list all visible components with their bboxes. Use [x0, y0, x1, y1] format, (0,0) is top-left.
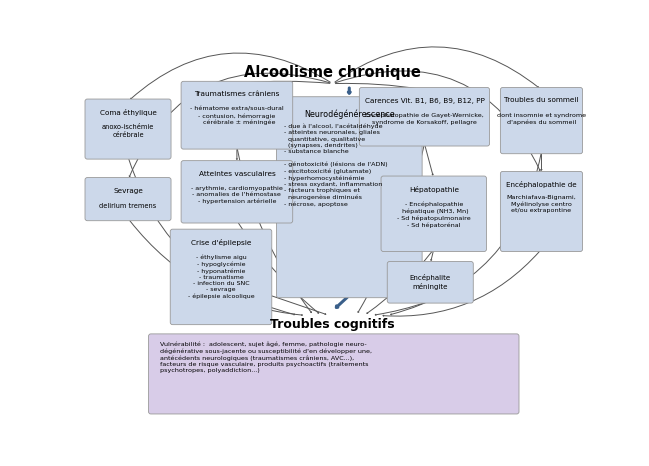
Text: Neurodégénérescence: Neurodégénérescence [304, 110, 395, 119]
Text: Encéphalopathie de Gayet-Wernicke,
syndrome de Korsakoff, pellagre: Encéphalopathie de Gayet-Wernicke, syndr… [365, 113, 484, 124]
FancyBboxPatch shape [360, 88, 489, 146]
FancyBboxPatch shape [276, 97, 422, 298]
Text: dont insomnie et syndrome
d'apnées du sommeil: dont insomnie et syndrome d'apnées du so… [497, 113, 586, 125]
FancyBboxPatch shape [85, 178, 171, 221]
Text: delirium tremens: delirium tremens [99, 203, 156, 209]
Text: Encéphalite
méningite: Encéphalite méningite [410, 274, 451, 290]
Text: Traumatismes crâniens: Traumatismes crâniens [194, 91, 280, 97]
Text: Troubles cognitifs: Troubles cognitifs [270, 318, 395, 331]
Text: Encéphalopathie de: Encéphalopathie de [506, 181, 577, 188]
Text: anoxo-ischémie
cérébrale: anoxo-ischémie cérébrale [102, 124, 154, 138]
FancyBboxPatch shape [181, 82, 293, 149]
Text: Crise d'épilepsie: Crise d'épilepsie [191, 239, 251, 246]
FancyBboxPatch shape [181, 161, 293, 223]
FancyBboxPatch shape [381, 176, 487, 252]
FancyBboxPatch shape [170, 229, 272, 325]
Text: Carences Vit. B1, B6, B9, B12, PP: Carences Vit. B1, B6, B9, B12, PP [365, 97, 484, 103]
Text: Marchiafava-Bignami,
Myélinolyse centro
et/ou extrapontine: Marchiafava-Bignami, Myélinolyse centro … [507, 195, 576, 213]
Text: Vulnérabilité :  adolescent, sujet âgé, femme, pathologie neuro-
dégénérative so: Vulnérabilité : adolescent, sujet âgé, f… [160, 342, 372, 373]
FancyBboxPatch shape [500, 171, 583, 252]
FancyBboxPatch shape [85, 99, 171, 159]
Text: Troubles du sommeil: Troubles du sommeil [504, 97, 579, 103]
Text: - éthylisme aigu
- hypoglycémie
- hyponatrémie
- traumatisme
- infection du SNC
: - éthylisme aigu - hypoglycémie - hypona… [188, 254, 254, 299]
Text: - hématome extra/sous-dural
- contusion, hémorragie
  cérébrale ± méningée: - hématome extra/sous-dural - contusion,… [190, 107, 284, 125]
FancyBboxPatch shape [149, 334, 519, 414]
FancyBboxPatch shape [387, 261, 473, 303]
Text: Atteintes vasculaires: Atteintes vasculaires [199, 171, 275, 177]
Text: Coma éthylique: Coma éthylique [99, 109, 156, 116]
FancyBboxPatch shape [500, 88, 583, 154]
Text: Alcoolisme chronique: Alcoolisme chronique [244, 65, 421, 80]
Text: - due à l'alcool, l'acétaldéhyde
- atteintes neuronales, gliales
  quantitative,: - due à l'alcool, l'acétaldéhyde - attei… [284, 123, 388, 207]
Text: Hépatopathie: Hépatopathie [409, 186, 459, 193]
Text: Sevrage: Sevrage [113, 188, 143, 193]
Text: - Encéphalopathie
  hépatique (NH3, Mn)
- Sd hépatopulmonaire
- Sd hépatorénal: - Encéphalopathie hépatique (NH3, Mn) - … [397, 201, 471, 227]
Text: - arythmie, cardiomyopathie
- anomalies de l'hémostase
- hypertension artérielle: - arythmie, cardiomyopathie - anomalies … [191, 186, 283, 204]
